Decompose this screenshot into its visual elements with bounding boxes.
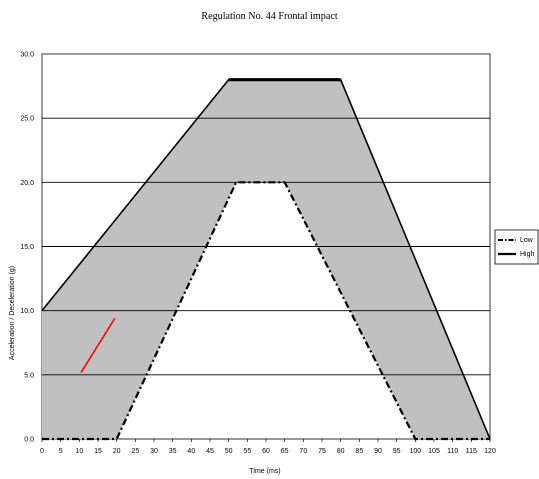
series-layer <box>41 78 491 441</box>
y-tick-label: 10.0 <box>20 308 34 315</box>
legend-box <box>494 229 539 265</box>
y-tick-label: 15.0 <box>20 244 34 251</box>
x-tick-label: 60 <box>262 448 270 455</box>
x-tick-label: 65 <box>281 448 289 455</box>
x-tick-label: 45 <box>206 448 214 455</box>
x-tick-label: 95 <box>393 448 401 455</box>
x-tick-label: 100 <box>409 448 421 455</box>
x-tick-label: 50 <box>225 448 233 455</box>
x-tick-label: 20 <box>113 448 121 455</box>
legend: Low High <box>494 229 539 265</box>
corridor-band <box>42 79 490 440</box>
x-tick-label: 75 <box>318 448 326 455</box>
x-tick-label: 70 <box>299 448 307 455</box>
x-tick-label: 15 <box>94 448 102 455</box>
x-tick-label: 40 <box>187 448 195 455</box>
series-trace-line <box>80 317 116 373</box>
legend-low-label: Low <box>520 237 534 244</box>
tick-layer: 0.0 5.0 10.0 15.0 20.0 25.0 30.0 0 5 10 15 20 25 30 35… <box>20 52 496 456</box>
x-tick-label: 80 <box>337 448 345 455</box>
x-tick-label: 30 <box>150 448 158 455</box>
x-tick-label: 10 <box>75 448 83 455</box>
x-tick-label: 25 <box>131 448 139 455</box>
y-tick-label: 30.0 <box>20 52 34 59</box>
y-tick-label: 0.0 <box>24 437 34 444</box>
legend-high-label: High <box>520 251 535 258</box>
x-axis-label: Time (ms) <box>249 468 280 475</box>
y-axis-label: Acceleration / Deceleration (g) <box>9 266 16 360</box>
x-tick-label: 85 <box>355 448 363 455</box>
x-tick-label: 105 <box>428 448 440 455</box>
series-low-line <box>42 181 490 441</box>
x-tick-label: 120 <box>484 448 496 455</box>
y-tick-label: 5.0 <box>24 372 34 379</box>
y-tick-label: 20.0 <box>20 180 34 187</box>
x-tick-label: 115 <box>466 448 477 455</box>
x-tick-label: 5 <box>59 448 63 455</box>
x-tick-label: 35 <box>169 448 177 455</box>
x-tick-label: 0 <box>40 448 44 455</box>
y-tick-label: 25.0 <box>20 116 34 123</box>
gridline-layer <box>42 117 490 376</box>
x-tick-label: 90 <box>374 448 382 455</box>
chart-title: Regulation No. 44 Frontal impact <box>201 10 338 22</box>
x-tick-label: 55 <box>243 448 251 455</box>
x-tick-label: 110 <box>447 448 458 455</box>
